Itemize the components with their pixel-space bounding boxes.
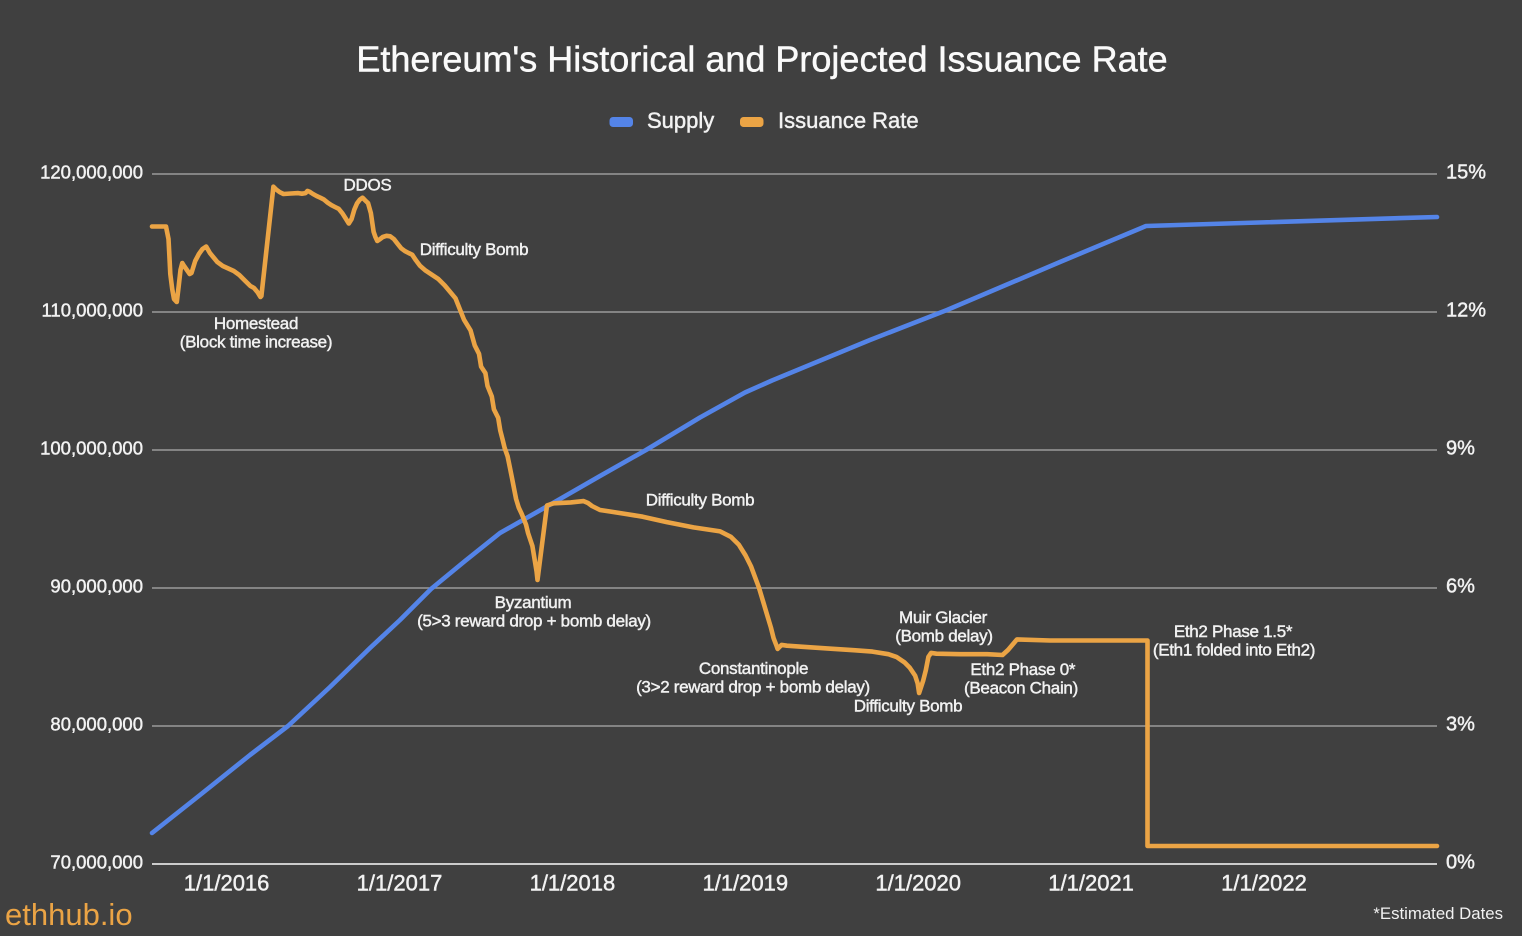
svg-text:110,000,000: 110,000,000	[41, 300, 143, 321]
svg-text:ethhub.io: ethhub.io	[5, 897, 133, 932]
svg-text:9%: 9%	[1446, 437, 1475, 459]
svg-text:15%: 15%	[1446, 161, 1486, 183]
svg-text:Homestead: Homestead	[214, 314, 298, 333]
svg-text:1/1/2019: 1/1/2019	[702, 871, 788, 896]
svg-text:1/1/2017: 1/1/2017	[357, 871, 443, 896]
svg-text:90,000,000: 90,000,000	[50, 576, 143, 597]
svg-text:12%: 12%	[1446, 299, 1486, 321]
svg-text:*Estimated Dates: *Estimated Dates	[1373, 904, 1503, 923]
svg-text:120,000,000: 120,000,000	[40, 162, 143, 183]
svg-text:(Bomb delay): (Bomb delay)	[895, 627, 993, 646]
svg-text:Difficulty Bomb: Difficulty Bomb	[854, 697, 963, 716]
svg-text:(Beacon Chain): (Beacon Chain)	[964, 679, 1078, 698]
svg-text:70,000,000: 70,000,000	[50, 852, 143, 873]
svg-text:6%: 6%	[1446, 575, 1475, 597]
svg-text:Supply: Supply	[647, 108, 714, 133]
svg-text:1/1/2018: 1/1/2018	[530, 871, 616, 896]
svg-text:100,000,000: 100,000,000	[40, 438, 143, 459]
svg-text:1/1/2016: 1/1/2016	[184, 871, 270, 896]
svg-text:80,000,000: 80,000,000	[50, 714, 143, 735]
svg-text:0%: 0%	[1446, 851, 1475, 873]
svg-text:1/1/2021: 1/1/2021	[1048, 871, 1134, 896]
svg-text:Eth2 Phase 0*: Eth2 Phase 0*	[970, 660, 1075, 679]
svg-text:Muir Glacier: Muir Glacier	[899, 608, 988, 627]
svg-text:(5>3 reward drop + bomb delay): (5>3 reward drop + bomb delay)	[417, 612, 651, 631]
svg-text:3%: 3%	[1446, 713, 1475, 735]
svg-text:Constantinople: Constantinople	[699, 659, 808, 678]
svg-text:Issuance Rate: Issuance Rate	[778, 108, 919, 133]
svg-text:(3>2 reward drop + bomb delay): (3>2 reward drop + bomb delay)	[636, 678, 870, 697]
svg-text:Ethereum's Historical and Proj: Ethereum's Historical and Projected Issu…	[356, 39, 1167, 80]
svg-text:Eth2 Phase 1.5*: Eth2 Phase 1.5*	[1174, 622, 1293, 641]
svg-text:DDOS: DDOS	[344, 176, 392, 195]
svg-text:1/1/2022: 1/1/2022	[1221, 871, 1307, 896]
svg-text:Difficulty Bomb: Difficulty Bomb	[420, 240, 529, 259]
svg-text:(Eth1 folded into Eth2): (Eth1 folded into Eth2)	[1153, 641, 1315, 660]
svg-text:1/1/2020: 1/1/2020	[875, 871, 961, 896]
svg-text:Difficulty Bomb: Difficulty Bomb	[646, 491, 755, 510]
svg-text:Byzantium: Byzantium	[495, 593, 572, 612]
svg-text:(Block time increase): (Block time increase)	[180, 333, 332, 352]
